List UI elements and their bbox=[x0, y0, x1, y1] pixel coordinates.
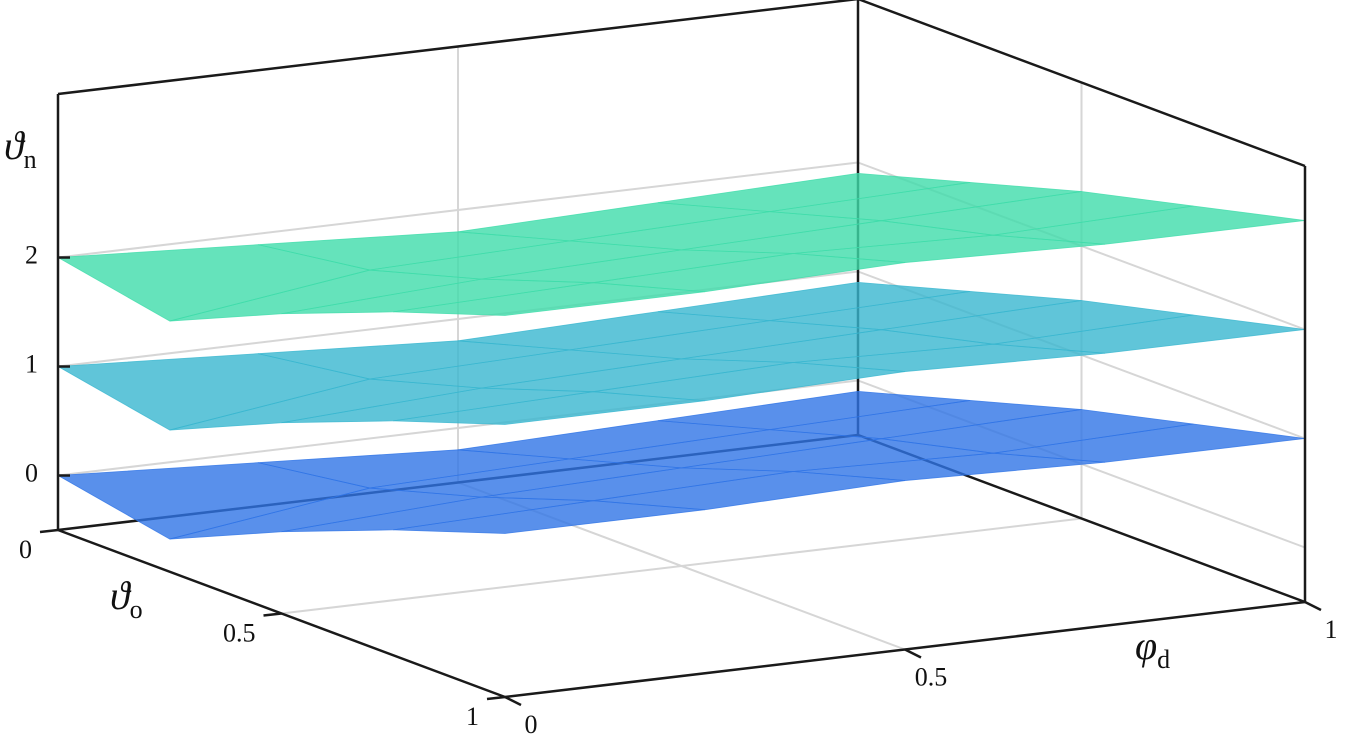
y-tick-label: 1 bbox=[466, 702, 479, 731]
z-label-symbol: ϑ bbox=[4, 123, 26, 168]
y-tick-label: 0.5 bbox=[223, 618, 256, 647]
z-axis-label: ϑn bbox=[4, 123, 37, 174]
y-tick-label: 0 bbox=[19, 535, 32, 564]
z-tick-label: 0 bbox=[25, 458, 38, 487]
x-tick-label: 0 bbox=[525, 710, 538, 739]
y-grid-line bbox=[281, 517, 1082, 615]
y-tick bbox=[39, 528, 59, 534]
y-label-symbol: ϑ bbox=[110, 573, 132, 618]
surface-patch bbox=[393, 500, 706, 534]
box-edge bbox=[57, 0, 859, 96]
x-tick bbox=[904, 648, 922, 659]
x-axis-label: φd bbox=[1135, 623, 1170, 674]
surface-patch bbox=[393, 282, 706, 316]
x-tick bbox=[1304, 600, 1322, 612]
x-tick bbox=[504, 695, 522, 707]
z-label-sub: n bbox=[24, 145, 37, 174]
x-label-sub: d bbox=[1157, 645, 1170, 674]
box-edge bbox=[857, 0, 1306, 168]
z-tick-label: 1 bbox=[25, 349, 38, 378]
x-tick-label: 0.5 bbox=[915, 662, 948, 691]
y-tick bbox=[486, 695, 506, 701]
surface-patch bbox=[393, 391, 706, 425]
y-tick bbox=[263, 612, 282, 617]
x-tick-label: 1 bbox=[1325, 615, 1338, 644]
y-axis-label: ϑo bbox=[110, 573, 143, 624]
y-label-sub: o bbox=[130, 595, 143, 624]
z-tick-label: 2 bbox=[25, 240, 38, 269]
x-label-symbol: φ bbox=[1135, 623, 1157, 668]
